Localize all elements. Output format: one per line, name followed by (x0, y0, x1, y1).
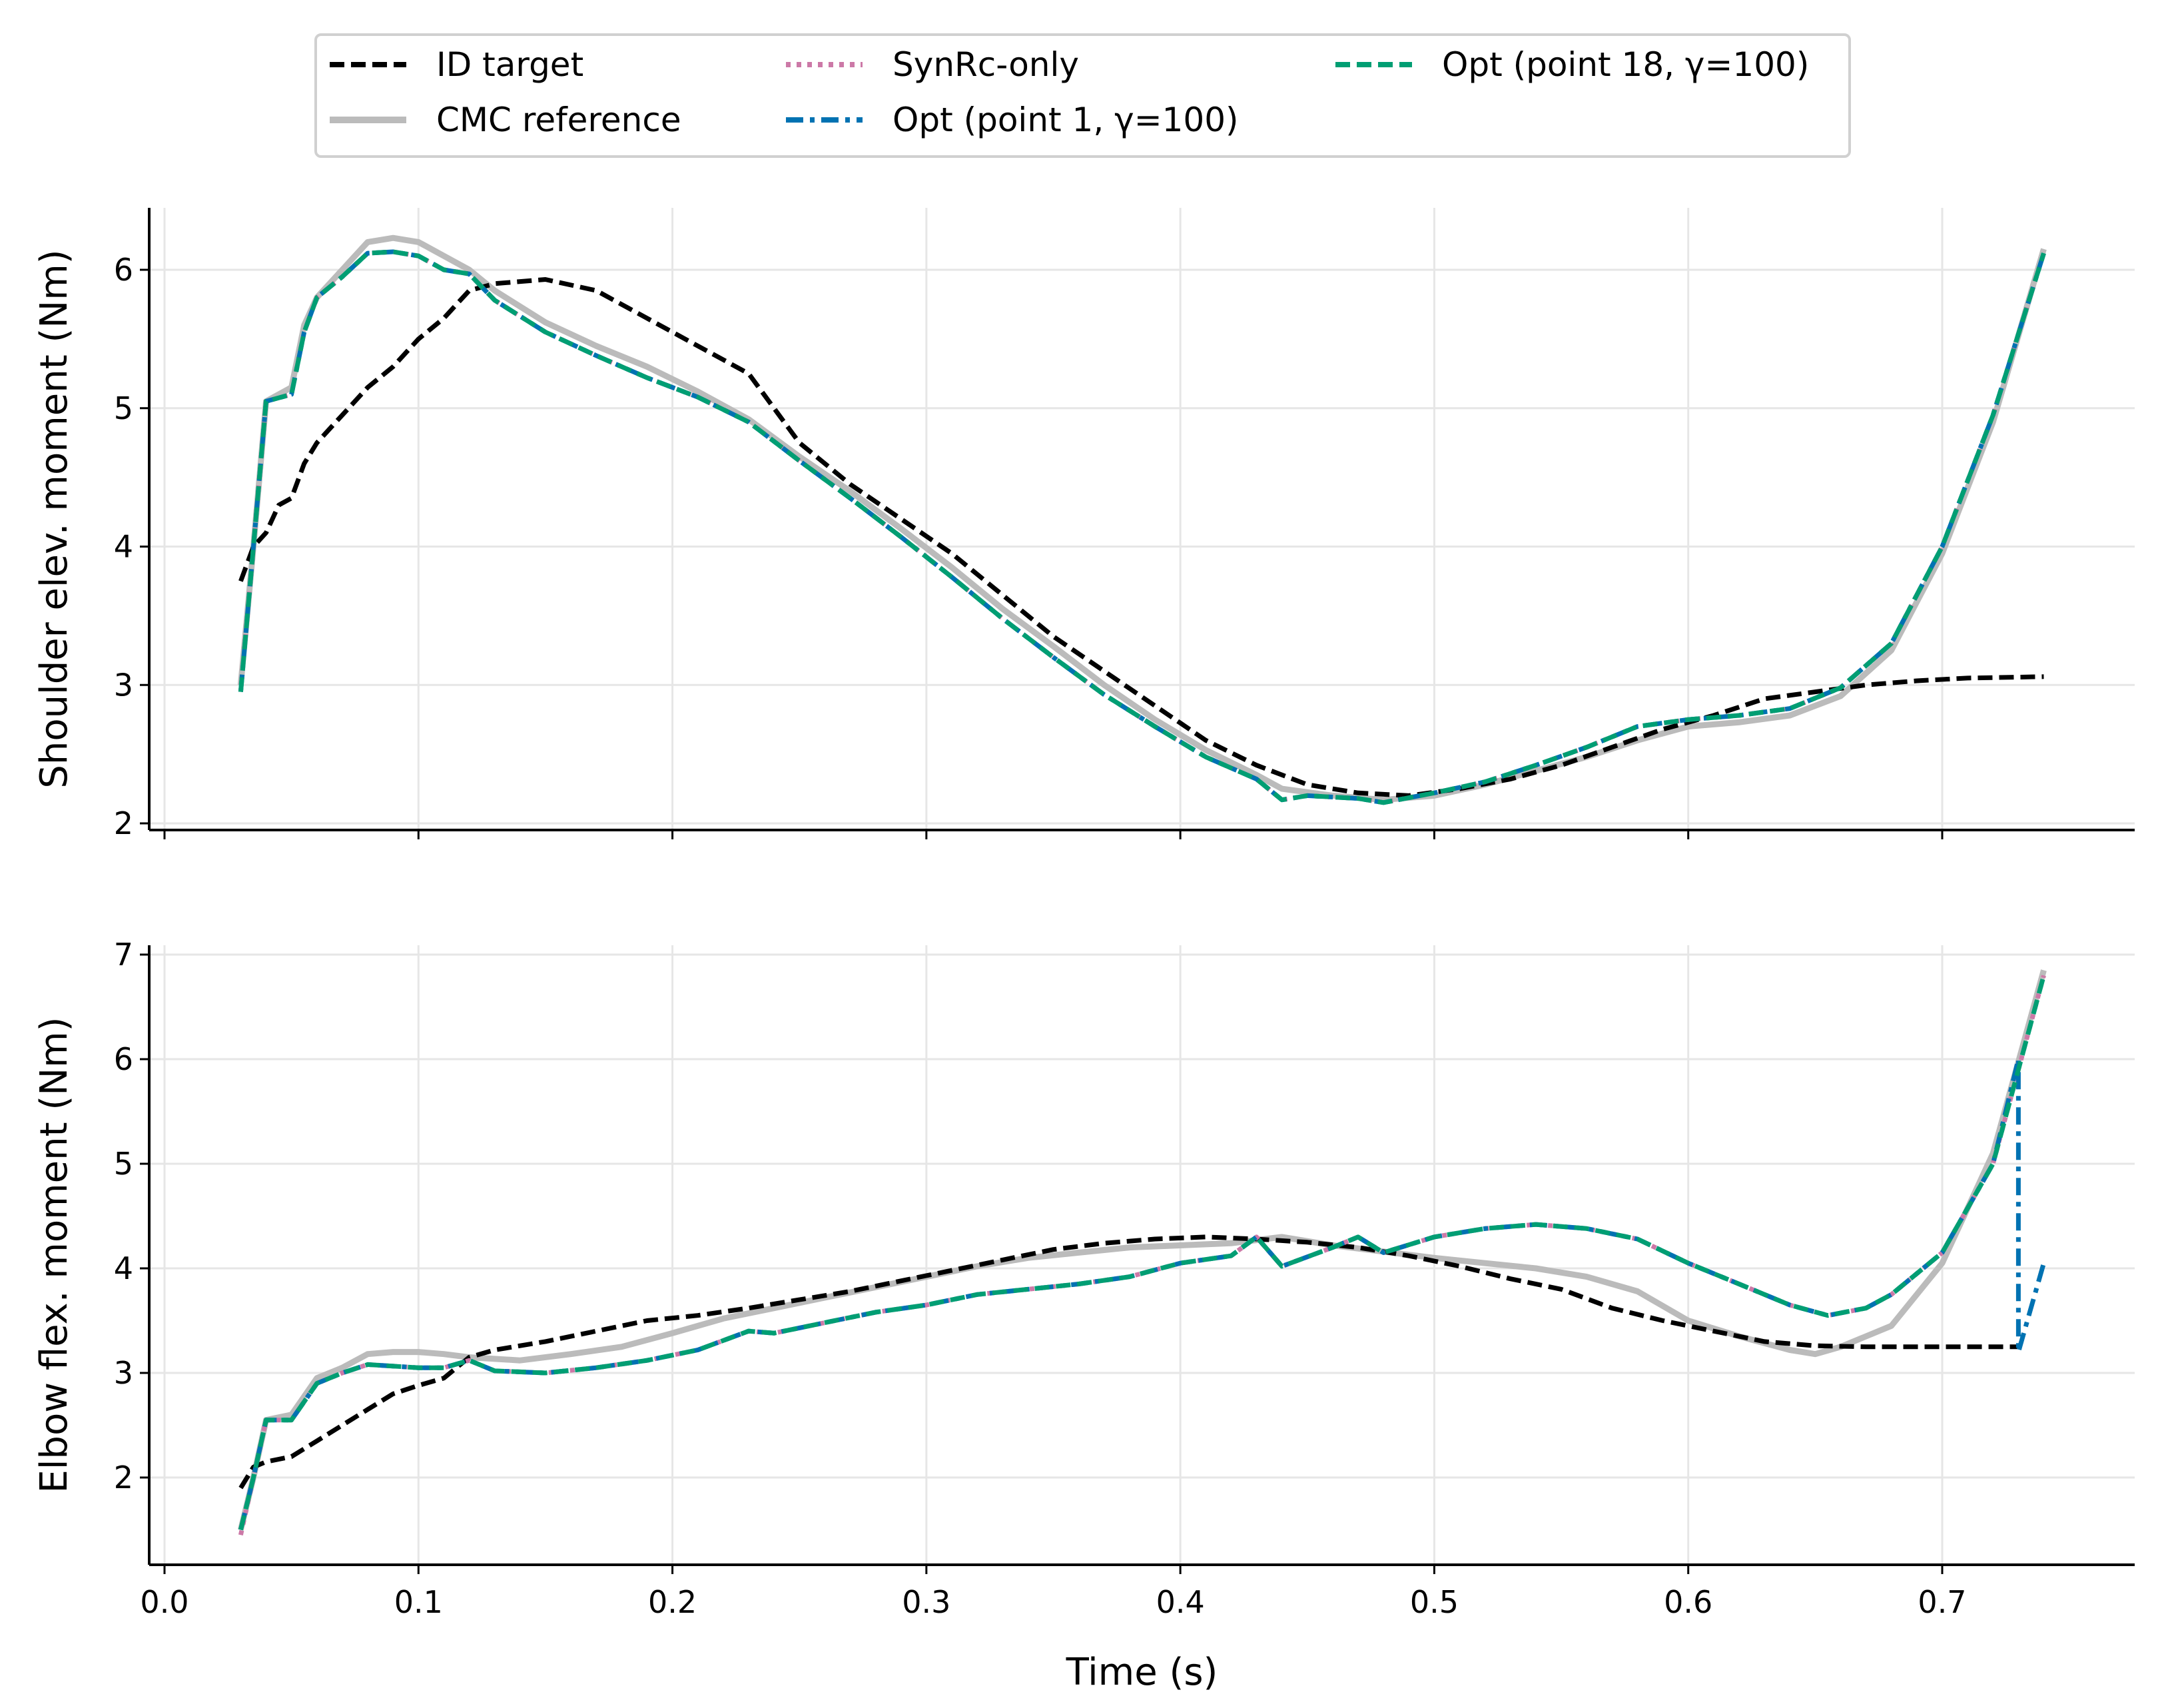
y-tick-label: 7 (114, 937, 133, 973)
x-tick-label: 0.6 (1664, 1584, 1712, 1620)
x-tick-label: 0.4 (1156, 1584, 1205, 1620)
legend-label: CMC reference (436, 101, 681, 139)
x-tick-label: 0.0 (140, 1584, 188, 1620)
y-tick-label: 5 (114, 1146, 133, 1182)
series-line-opt-point-18-100 (238, 249, 2046, 805)
subplot-1: 2 3 4 5 6 Shoulder elev. moment (Nm) (33, 208, 2135, 841)
legend-label: ID target (436, 45, 583, 84)
y-tick-label: 3 (114, 1355, 133, 1391)
legend-label: SynRc-only (893, 45, 1079, 84)
series-line-cmc-reference (237, 234, 2047, 803)
legend-label: Opt (point 18, γ=100) (1442, 45, 1809, 84)
y-tick-label: 4 (114, 1250, 133, 1286)
legend-box (314, 33, 1851, 158)
x-tick-label: 0.3 (902, 1584, 950, 1620)
y-tick-label: 6 (114, 252, 133, 288)
series-line-opt-point-18-100 (238, 975, 2046, 1531)
x-tick-label: 0.1 (394, 1584, 443, 1620)
x-tick-label: 0.2 (648, 1584, 697, 1620)
y-axis-label: Elbow flex. moment (Nm) (33, 1017, 76, 1493)
legend-entry: Opt (point 1, γ=100) (786, 101, 1239, 139)
subplot-2: 0.0 0.1 0.2 0.3 0.4 0.5 0.6 0.7 2 3 4 5 6 7 Elbow flex… (33, 937, 2135, 1694)
y-tick-label: 2 (114, 1460, 133, 1495)
y-axis-label: Shoulder elev. moment (Nm) (33, 249, 76, 788)
legend-entry: SynRc-only (786, 45, 1079, 84)
x-tick-label: 0.5 (1410, 1584, 1459, 1620)
series-line-id-target (238, 1234, 2019, 1490)
legend-entry: Opt (point 18, γ=100) (1335, 45, 1809, 84)
y-tick-label: 3 (114, 667, 133, 703)
legend-entry: CMC reference (330, 101, 681, 139)
legend-label: Opt (point 1, γ=100) (893, 101, 1239, 139)
series-line-opt-point-1-100 (238, 1057, 2046, 1531)
x-axis-label: Time (s) (1066, 1651, 1218, 1694)
y-tick-label: 6 (114, 1041, 133, 1077)
legend: ID target CMC reference SynRc-only Opt (poi… (314, 33, 1851, 158)
series-line-cmc-reference (238, 969, 2047, 1531)
legend-entry: ID target (330, 45, 583, 84)
y-tick-label: 4 (114, 529, 133, 565)
x-tick-label: 0.7 (1918, 1584, 1966, 1620)
y-tick-label: 5 (114, 390, 133, 426)
series-line-id-target (238, 277, 2044, 798)
y-tick-label: 2 (114, 805, 133, 841)
